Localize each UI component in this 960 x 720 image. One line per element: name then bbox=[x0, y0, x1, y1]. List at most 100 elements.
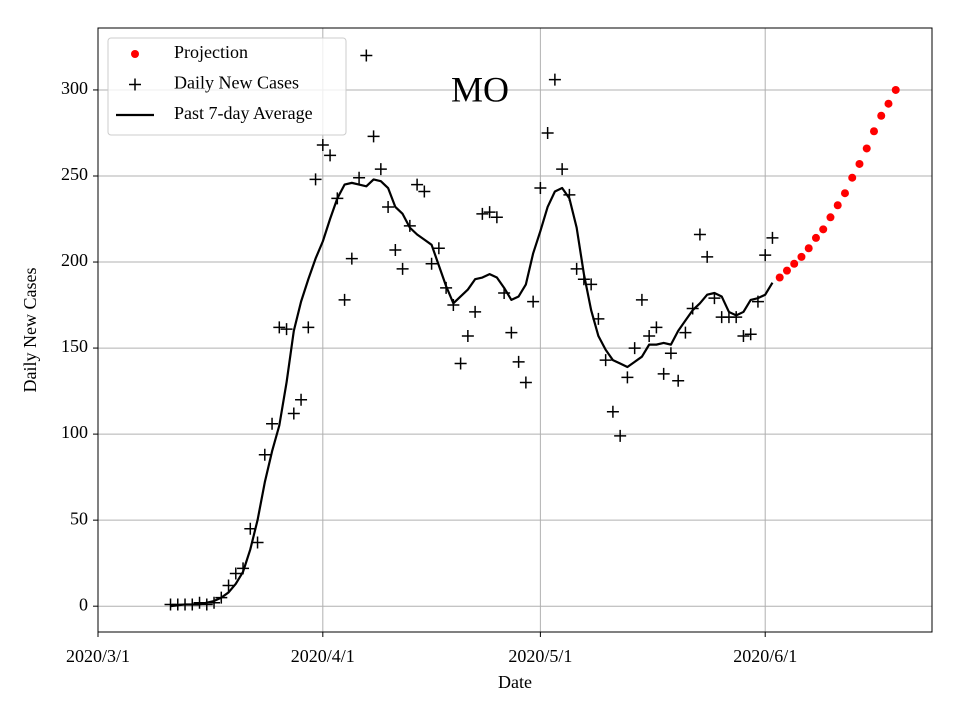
case-marker bbox=[585, 278, 598, 291]
case-marker bbox=[309, 173, 322, 186]
case-marker bbox=[548, 73, 561, 86]
y-axis-label: Daily New Cases bbox=[20, 268, 40, 393]
case-marker bbox=[744, 328, 757, 341]
projection-dot bbox=[775, 273, 784, 282]
case-marker bbox=[280, 323, 293, 336]
case-marker bbox=[759, 249, 772, 262]
case-marker bbox=[302, 321, 315, 334]
y-tick-label: 100 bbox=[61, 422, 88, 442]
x-tick-label: 2020/5/1 bbox=[508, 646, 572, 666]
case-marker bbox=[534, 182, 547, 195]
y-tick-label: 200 bbox=[61, 250, 88, 270]
case-marker bbox=[266, 417, 279, 430]
case-marker bbox=[469, 305, 482, 318]
case-marker bbox=[657, 367, 670, 380]
case-marker bbox=[599, 354, 612, 367]
case-marker bbox=[614, 429, 627, 442]
projection-dot bbox=[862, 144, 871, 153]
case-marker bbox=[679, 326, 692, 339]
case-marker bbox=[418, 185, 431, 198]
case-marker bbox=[570, 262, 583, 275]
projection-dot bbox=[869, 127, 878, 136]
case-marker bbox=[338, 293, 351, 306]
legend-label: Projection bbox=[174, 42, 248, 62]
case-marker bbox=[258, 448, 271, 461]
projection-dot bbox=[833, 201, 842, 210]
projection-dot bbox=[848, 173, 857, 182]
marks bbox=[164, 49, 900, 611]
case-marker bbox=[295, 393, 308, 406]
projection-dot bbox=[797, 252, 806, 261]
plot-frame bbox=[97, 27, 933, 633]
projection-dot bbox=[840, 189, 849, 198]
case-marker bbox=[389, 243, 402, 256]
legend-box bbox=[107, 37, 347, 136]
case-marker bbox=[737, 330, 750, 343]
case-marker bbox=[251, 536, 264, 549]
y-tick-label: 50 bbox=[70, 508, 88, 528]
case-marker bbox=[273, 321, 286, 334]
case-marker bbox=[556, 163, 569, 176]
x-tick-label: 2020/4/1 bbox=[291, 646, 355, 666]
x-tick-label: 2020/6/1 bbox=[733, 646, 797, 666]
case-marker bbox=[541, 126, 554, 139]
case-marker bbox=[730, 311, 743, 324]
case-marker bbox=[643, 330, 656, 343]
projection-dot bbox=[826, 213, 835, 222]
legend-label: Daily New Cases bbox=[174, 73, 299, 93]
projection-dot bbox=[790, 259, 799, 268]
projection-dot bbox=[884, 99, 893, 108]
case-marker bbox=[229, 567, 242, 580]
legend-label: Past 7-day Average bbox=[174, 103, 313, 123]
legend: Projection Daily New Cases Past 7-day Aver… bbox=[107, 37, 347, 136]
case-marker bbox=[425, 257, 438, 270]
projection-dot bbox=[855, 159, 864, 168]
projection-dot bbox=[804, 244, 813, 253]
projection-dot bbox=[782, 266, 791, 275]
case-marker bbox=[353, 171, 366, 184]
case-marker bbox=[454, 357, 467, 370]
y-tick-label: 250 bbox=[61, 164, 88, 184]
y-tick-label: 300 bbox=[61, 78, 88, 98]
case-marker bbox=[374, 163, 387, 176]
case-marker bbox=[693, 228, 706, 241]
y-tick-label: 150 bbox=[61, 336, 88, 356]
case-marker bbox=[628, 342, 641, 355]
case-marker bbox=[512, 355, 525, 368]
case-marker bbox=[411, 178, 424, 191]
case-marker bbox=[345, 252, 358, 265]
case-marker bbox=[527, 295, 540, 308]
x-axis-label: Date bbox=[498, 672, 532, 692]
legend-marker bbox=[129, 78, 141, 91]
case-marker bbox=[476, 207, 489, 220]
x-tick-label: 2020/3/1 bbox=[66, 646, 130, 666]
case-marker bbox=[650, 321, 663, 334]
case-marker bbox=[461, 330, 474, 343]
case-marker bbox=[519, 376, 532, 389]
case-marker bbox=[664, 347, 677, 360]
case-marker bbox=[686, 302, 699, 315]
case-marker bbox=[396, 262, 409, 275]
projection-dot bbox=[891, 85, 900, 94]
case-marker bbox=[490, 211, 503, 224]
case-marker bbox=[701, 250, 714, 263]
case-marker bbox=[606, 405, 619, 418]
case-marker bbox=[483, 206, 496, 219]
projection-dot bbox=[877, 111, 886, 120]
case-marker bbox=[672, 374, 685, 387]
case-marker bbox=[287, 407, 300, 420]
legend-marker bbox=[131, 50, 139, 58]
y-tick-label: 0 bbox=[79, 594, 88, 614]
case-marker bbox=[766, 231, 779, 244]
case-marker bbox=[505, 326, 518, 339]
case-marker bbox=[222, 579, 235, 592]
case-marker bbox=[316, 139, 329, 152]
case-marker bbox=[432, 242, 445, 255]
case-marker bbox=[324, 149, 337, 162]
case-marker bbox=[635, 293, 648, 306]
average-line bbox=[170, 178, 774, 608]
case-marker bbox=[382, 200, 395, 213]
chart-title: MO bbox=[451, 69, 509, 109]
projection-dot bbox=[819, 225, 828, 234]
